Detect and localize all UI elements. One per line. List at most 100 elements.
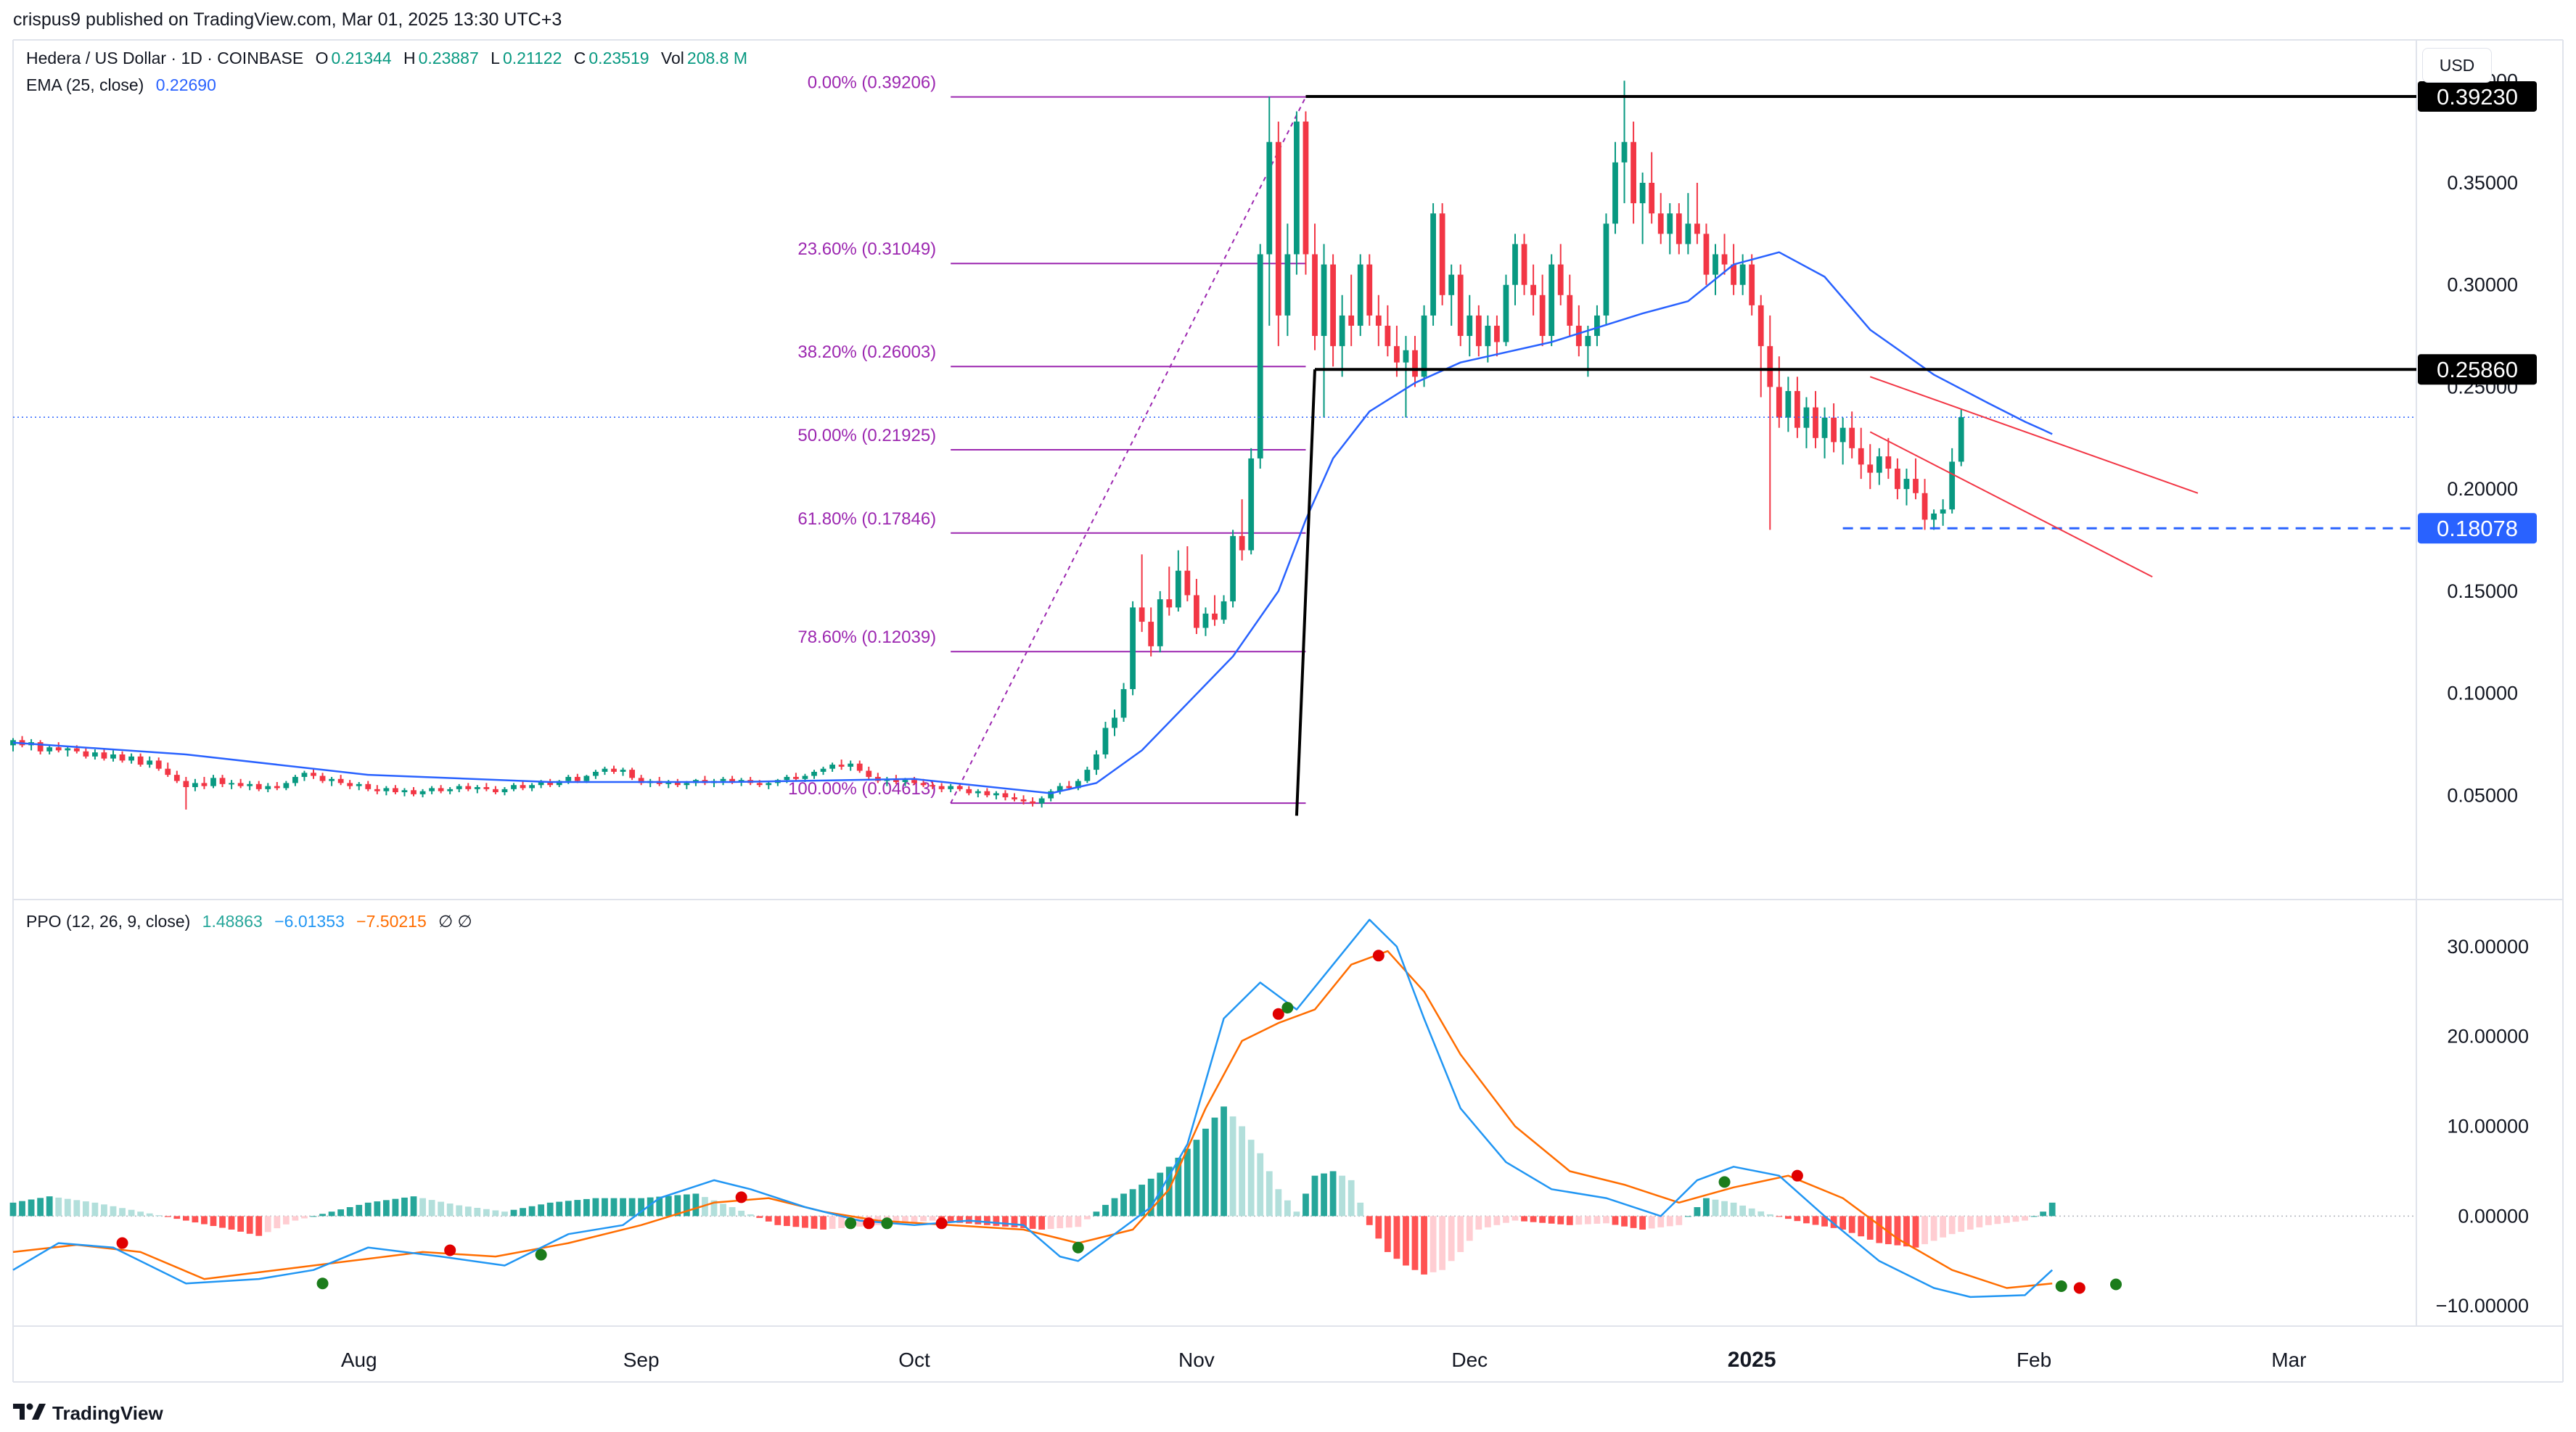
candle-body bbox=[1630, 141, 1636, 204]
fibonacci-retracement[interactable]: 0.00% (0.39206) 23.60% (0.31049) 38.20% (0… bbox=[788, 73, 1307, 805]
symbol-title[interactable]: Hedera / US Dollar · 1D · COINBASE bbox=[26, 49, 304, 67]
candle-body bbox=[848, 763, 854, 767]
ppo-histogram-bar bbox=[602, 1198, 608, 1217]
time-axis[interactable]: Aug Sep Oct Nov Dec 2025 Feb Mar bbox=[341, 1348, 2307, 1372]
ppo-axis[interactable]: 30.00000 20.00000 10.00000 0.00000 −10.00000 bbox=[13, 936, 2529, 1317]
candle-body bbox=[274, 786, 280, 789]
ppo-histogram-bar bbox=[1803, 1216, 1810, 1224]
ppo-histogram-bar bbox=[55, 1197, 62, 1217]
ppo-label[interactable]: PPO (12, 26, 9, close) bbox=[26, 912, 191, 931]
candle-body bbox=[729, 778, 735, 782]
ppo-cross-marker bbox=[1072, 1241, 1084, 1254]
price-tick-label: 0.05000 bbox=[2447, 784, 2518, 806]
ppo-cross-marker bbox=[1791, 1169, 1803, 1182]
ppo-histogram-bar bbox=[638, 1198, 645, 1217]
ppo-histogram-bar bbox=[9, 1202, 17, 1217]
tradingview-brand[interactable]: TradingView bbox=[13, 1399, 163, 1428]
ppo-histogram-bar bbox=[1275, 1189, 1282, 1217]
candle-body bbox=[201, 783, 208, 786]
candle-body bbox=[137, 756, 144, 765]
ppo-histogram-bar bbox=[419, 1198, 426, 1217]
ppo-histogram-bar bbox=[1421, 1216, 1427, 1275]
ppo-tick-label: 20.00000 bbox=[2447, 1026, 2529, 1048]
ppo-histogram-bar bbox=[1503, 1216, 1509, 1223]
ppo-cross-marker bbox=[535, 1248, 547, 1261]
symbol-legend[interactable]: Hedera / US Dollar · 1D · COINBASE O 0.21… bbox=[26, 46, 755, 70]
price-pane[interactable] bbox=[13, 40, 2416, 897]
ppo-cross-marker bbox=[2110, 1278, 2122, 1291]
candle-body bbox=[1412, 350, 1418, 377]
time-tick-label: Mar bbox=[2271, 1349, 2306, 1371]
candle-body bbox=[465, 786, 472, 789]
ppo-cross-marker bbox=[845, 1217, 857, 1230]
candle-body bbox=[948, 786, 954, 789]
candle-body bbox=[1467, 315, 1473, 337]
fib-trend-line[interactable] bbox=[950, 96, 1307, 804]
candle-body bbox=[365, 783, 372, 789]
ppo-histogram-bar bbox=[565, 1201, 572, 1217]
candle-body bbox=[1958, 417, 1964, 462]
ppo-histogram-bar bbox=[1475, 1216, 1482, 1230]
currency-selector[interactable]: USD bbox=[2422, 48, 2492, 83]
ppo-histogram-bar bbox=[1193, 1140, 1200, 1217]
price-axis[interactable]: 0.400000.350000.300000.250000.200000.150… bbox=[2447, 70, 2518, 806]
trend-drawings[interactable] bbox=[13, 94, 2416, 816]
candle-body bbox=[183, 781, 189, 788]
ema-legend[interactable]: EMA (25, close) 0.22690 bbox=[26, 73, 223, 97]
ppo-histogram-bar bbox=[902, 1216, 908, 1223]
ppo-histogram-bar bbox=[46, 1196, 53, 1217]
ppo-histogram-bar bbox=[446, 1203, 454, 1217]
candle-body bbox=[1457, 274, 1464, 337]
breakout-trend-line[interactable] bbox=[1295, 369, 1316, 816]
low-label: L bbox=[491, 49, 500, 67]
ppo-signal-line bbox=[12, 950, 2053, 1289]
ppo-histogram-bar bbox=[1038, 1216, 1046, 1230]
candle-body bbox=[1012, 797, 1017, 799]
price-label-text: 0.39230 bbox=[2437, 84, 2518, 110]
ppo-histogram-bar bbox=[747, 1214, 754, 1217]
candle-body bbox=[147, 760, 153, 765]
ema-label[interactable]: EMA (25, close) bbox=[26, 75, 144, 94]
candle-body bbox=[411, 790, 417, 794]
candle-body bbox=[1421, 315, 1427, 377]
candle-body bbox=[1166, 599, 1173, 608]
channel-upper-line[interactable] bbox=[1869, 376, 2199, 494]
candle-body bbox=[1794, 391, 1800, 428]
ppo-histogram-bar bbox=[1366, 1216, 1373, 1225]
ppo-histogram-bar bbox=[428, 1200, 435, 1217]
candle-body bbox=[1603, 223, 1609, 316]
candle-body bbox=[784, 776, 790, 781]
candle-body bbox=[128, 756, 134, 761]
candle-body bbox=[483, 787, 490, 789]
ppo-legend[interactable]: PPO (12, 26, 9, close) 1.48863 −6.01353 … bbox=[26, 909, 480, 934]
ppo-histogram-bar bbox=[474, 1208, 481, 1217]
candle-body bbox=[629, 770, 635, 778]
candle-body bbox=[311, 773, 316, 776]
volume-value: 208.8 M bbox=[686, 49, 748, 67]
candle-body bbox=[1521, 244, 1527, 285]
ppo-histogram-bar bbox=[1666, 1216, 1673, 1227]
ppo-histogram-bar bbox=[956, 1216, 964, 1223]
ppo-histogram-bar bbox=[1403, 1216, 1409, 1266]
candle-body bbox=[1257, 254, 1263, 458]
candle-body bbox=[1876, 456, 1882, 473]
ppo-histogram-bar bbox=[738, 1210, 745, 1217]
ppo-histogram-bar bbox=[1129, 1189, 1136, 1217]
candle-body bbox=[1675, 213, 1682, 244]
ppo-histogram-bar bbox=[1047, 1216, 1054, 1230]
ppo-histogram-bar bbox=[1293, 1211, 1300, 1217]
ppo-histogram-bar bbox=[1530, 1216, 1537, 1222]
channel-lower-line[interactable] bbox=[1869, 431, 2153, 578]
ppo-histogram-bar bbox=[182, 1216, 189, 1221]
ppo-histogram-bar bbox=[1120, 1193, 1127, 1217]
ppo-histogram-bar bbox=[1093, 1211, 1100, 1217]
candle-body bbox=[1831, 417, 1837, 443]
ppo-histogram-bar bbox=[792, 1216, 800, 1227]
candle-body bbox=[1266, 141, 1273, 255]
ppo-histogram-bar bbox=[1848, 1216, 1855, 1233]
ppo-histogram-bar bbox=[1229, 1116, 1236, 1217]
candle-body bbox=[1375, 315, 1382, 326]
ppo-histogram-bar bbox=[456, 1205, 463, 1217]
candle-body bbox=[1194, 595, 1199, 628]
